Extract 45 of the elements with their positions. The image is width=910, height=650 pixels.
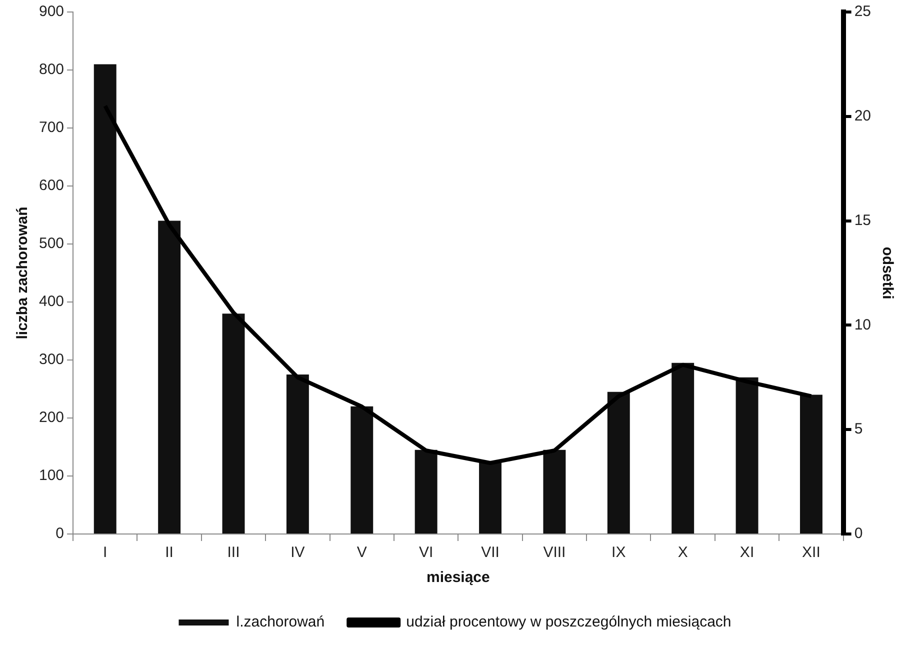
x-tick-label: V bbox=[356, 544, 367, 562]
x-axis-title: miesiące bbox=[426, 569, 490, 586]
x-tick-label: XII bbox=[802, 544, 820, 562]
bar bbox=[479, 462, 502, 534]
x-tick-label: IV bbox=[290, 544, 305, 562]
bar bbox=[286, 374, 309, 534]
bar bbox=[414, 450, 438, 534]
y-tick-label: 600 bbox=[38, 177, 64, 194]
y2-tick-label: 10 bbox=[854, 316, 872, 334]
bar bbox=[736, 377, 758, 534]
bar bbox=[800, 394, 822, 534]
bar bbox=[672, 362, 694, 534]
y2-tick-label: 15 bbox=[854, 212, 872, 229]
y2-tick-label: 0 bbox=[854, 525, 863, 542]
y-tick-label: 700 bbox=[38, 119, 64, 136]
y2-tick-label: 5 bbox=[854, 420, 863, 438]
y-tick-label: 800 bbox=[38, 61, 64, 78]
legend-label: udział procentowy w poszczególnych miesiącach bbox=[406, 614, 732, 631]
x-tick-label: XI bbox=[740, 544, 754, 562]
y2-axis-title: odsetki bbox=[878, 246, 896, 300]
bar bbox=[350, 406, 374, 534]
x-tick-label: X bbox=[678, 544, 688, 562]
y-tick-label: 900 bbox=[38, 3, 64, 20]
x-tick-label: VI bbox=[418, 544, 434, 562]
x-tick-label: VIII bbox=[543, 544, 566, 562]
y2-tick-label: 20 bbox=[854, 108, 872, 125]
y-tick-label: 0 bbox=[56, 525, 64, 542]
y-tick-label: 400 bbox=[38, 293, 64, 310]
y-tick-label: 300 bbox=[38, 351, 64, 368]
x-tick-label: III bbox=[227, 544, 240, 562]
y-tick-label: 200 bbox=[38, 409, 64, 426]
bar bbox=[607, 392, 630, 534]
legend-label: l.zachorowań bbox=[236, 614, 325, 631]
bar bbox=[543, 450, 566, 534]
bar bbox=[222, 314, 245, 534]
bar bbox=[94, 64, 116, 534]
y2-tick-label: 25 bbox=[854, 3, 872, 20]
x-tick-label: I bbox=[103, 544, 108, 562]
x-tick-label: II bbox=[165, 544, 174, 562]
y-axis-title: liczba zachorowań bbox=[14, 206, 32, 340]
x-tick-label: VII bbox=[481, 544, 500, 562]
y-tick-label: 500 bbox=[38, 235, 64, 252]
bar bbox=[158, 220, 181, 534]
y-tick-label: 100 bbox=[38, 467, 64, 484]
x-tick-label: IX bbox=[612, 544, 626, 562]
